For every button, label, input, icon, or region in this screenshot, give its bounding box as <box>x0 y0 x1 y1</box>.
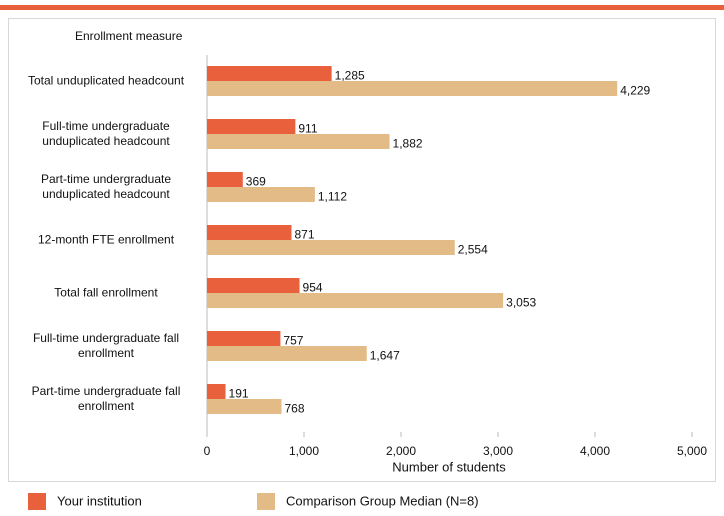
bar <box>207 331 281 346</box>
value-label: 757 <box>283 334 303 348</box>
bar <box>207 66 332 81</box>
value-label: 369 <box>246 175 266 189</box>
category-label: Part-time undergraduate fall enrollment <box>31 384 181 413</box>
legend-label: Comparison Group Median (N=8) <box>286 493 479 508</box>
bar <box>207 240 455 255</box>
value-label: 1,647 <box>370 349 400 363</box>
value-label: 954 <box>303 281 323 295</box>
bar <box>207 81 618 96</box>
bar <box>207 134 390 149</box>
bar <box>207 346 367 361</box>
value-label: 911 <box>298 122 317 136</box>
legend-label: Your institution <box>57 493 142 508</box>
value-label: 191 <box>229 387 249 401</box>
category-label: Total unduplicated headcount <box>27 73 185 88</box>
value-label: 1,112 <box>318 190 347 204</box>
top-rule <box>0 5 724 10</box>
value-label: 871 <box>294 228 314 242</box>
value-label: 768 <box>284 402 304 416</box>
value-label: 2,554 <box>458 243 488 257</box>
category-label: Full-time undergraduate unduplicated hea… <box>42 119 170 148</box>
value-label: 3,053 <box>506 296 536 310</box>
bar <box>207 187 315 202</box>
y-axis-title: Enrollment measure <box>75 29 183 43</box>
x-tick-label: 2,000 <box>386 444 416 458</box>
x-tick-label: 0 <box>204 444 211 458</box>
bar <box>207 119 296 134</box>
x-tick-label: 5,000 <box>677 444 707 458</box>
category-label: Full-time undergraduate fall enrollment <box>32 331 180 360</box>
bar <box>207 384 226 399</box>
category-label: Total fall enrollment <box>54 285 158 300</box>
value-label: 4,229 <box>620 84 650 98</box>
x-tick-label: 1,000 <box>289 444 319 458</box>
bar <box>207 278 300 293</box>
x-tick-label: 3,000 <box>483 444 513 458</box>
category-label: 12-month FTE enrollment <box>37 232 175 247</box>
value-label: 1,882 <box>393 137 423 151</box>
bar <box>207 225 292 240</box>
bar <box>207 293 504 308</box>
panel <box>8 18 716 482</box>
x-tick-label: 4,000 <box>580 444 610 458</box>
x-axis-title: Number of students <box>392 459 506 474</box>
bar <box>207 172 243 187</box>
value-label: 1,285 <box>335 69 365 83</box>
category-label: Part-time undergraduate unduplicated hea… <box>40 172 172 201</box>
legend-swatch <box>257 493 275 510</box>
bar <box>207 399 282 414</box>
legend-swatch <box>28 493 46 510</box>
